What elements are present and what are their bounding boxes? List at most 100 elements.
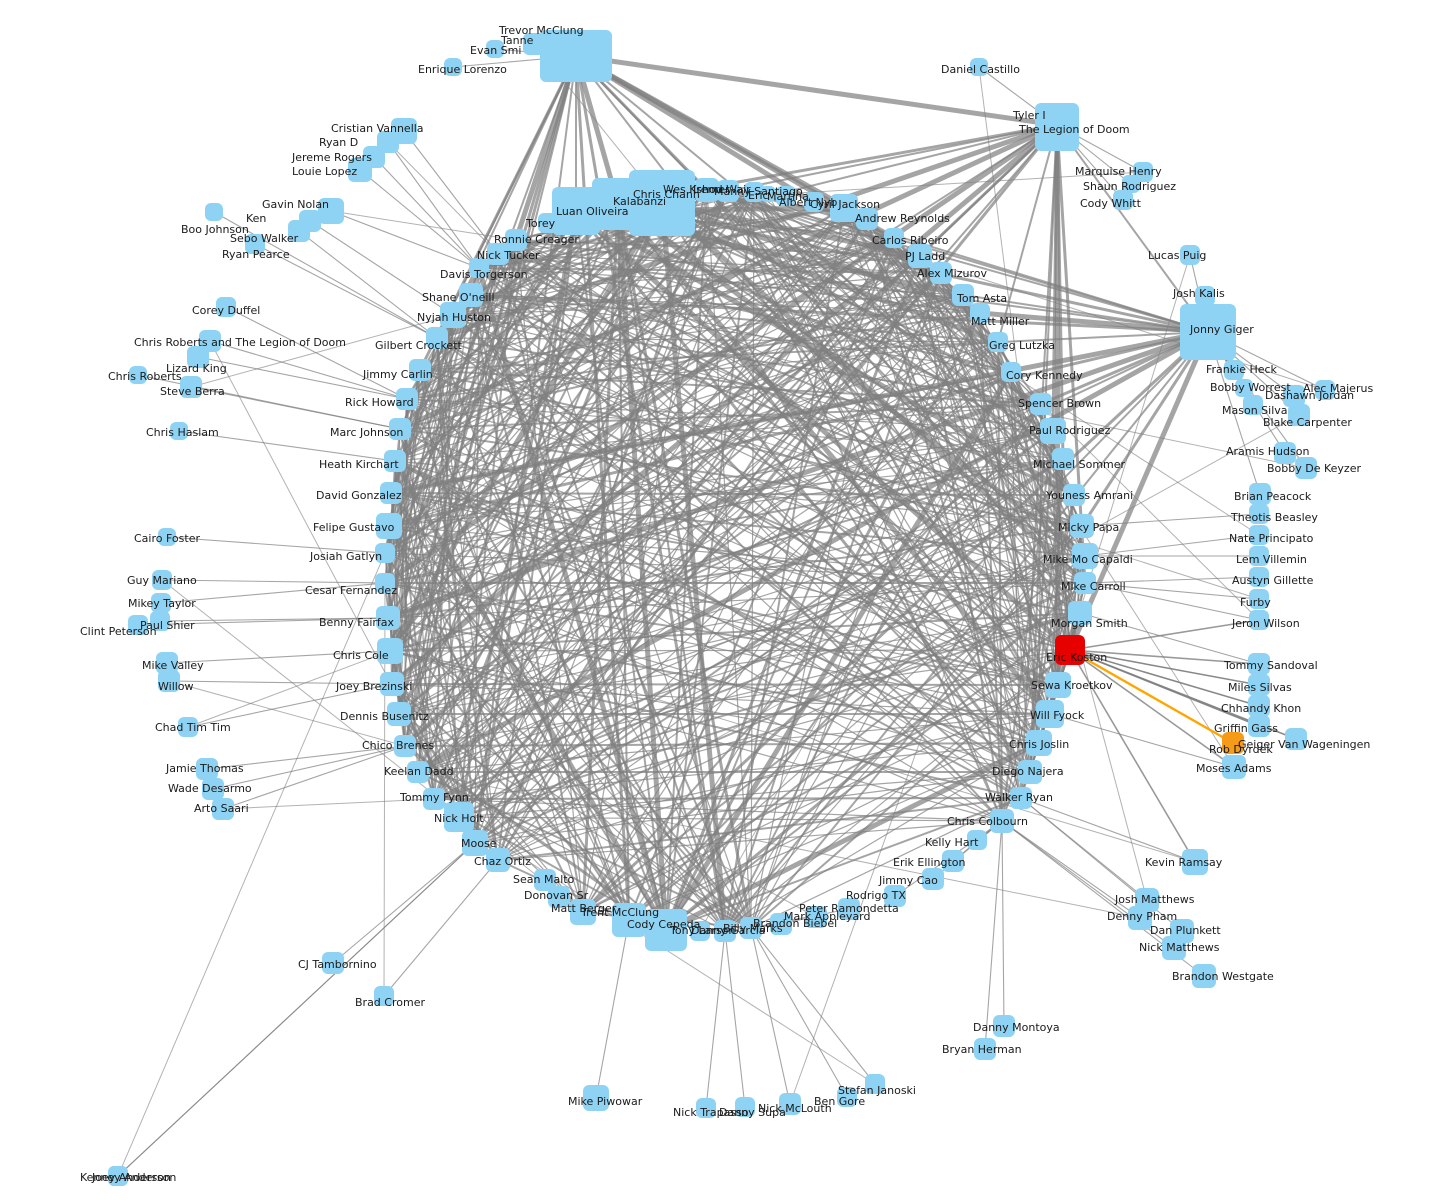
graph-node[interactable] xyxy=(426,327,448,349)
graph-node[interactable] xyxy=(156,652,178,674)
graph-node[interactable] xyxy=(990,809,1014,833)
graph-node[interactable] xyxy=(1235,379,1253,397)
graph-node[interactable] xyxy=(970,58,988,76)
graph-node[interactable] xyxy=(805,906,827,928)
graph-node[interactable] xyxy=(396,388,418,410)
graph-node[interactable] xyxy=(387,702,411,726)
graph-node[interactable] xyxy=(884,885,906,907)
graph-node[interactable] xyxy=(1195,286,1215,306)
graph-node[interactable] xyxy=(1010,787,1032,809)
graph-node[interactable] xyxy=(440,302,466,328)
graph-node[interactable] xyxy=(394,735,416,757)
graph-node[interactable] xyxy=(1315,380,1335,400)
graph-node[interactable] xyxy=(1040,418,1066,444)
graph-node[interactable] xyxy=(150,611,170,631)
graph-node[interactable] xyxy=(1224,360,1244,380)
graph-node[interactable] xyxy=(407,761,429,783)
graph-node[interactable] xyxy=(1070,514,1094,538)
graph-node[interactable] xyxy=(180,376,202,398)
graph-node[interactable] xyxy=(740,917,762,939)
graph-node[interactable] xyxy=(1274,442,1296,464)
graph-node[interactable] xyxy=(1018,760,1042,784)
graph-node[interactable] xyxy=(469,258,489,278)
graph-node[interactable] xyxy=(974,1038,996,1060)
graph-node[interactable] xyxy=(196,758,218,780)
graph-node[interactable] xyxy=(1035,107,1079,151)
graph-node[interactable] xyxy=(1248,653,1270,675)
graph-node[interactable] xyxy=(128,615,148,635)
graph-node[interactable] xyxy=(1248,715,1270,737)
graph-node[interactable] xyxy=(129,366,147,384)
graph-node[interactable] xyxy=(837,1087,857,1107)
graph-node[interactable] xyxy=(779,1093,801,1115)
graph-node[interactable] xyxy=(152,570,172,590)
graph-node[interactable] xyxy=(375,543,395,563)
graph-node[interactable] xyxy=(760,186,776,202)
graph-node[interactable] xyxy=(1052,448,1074,470)
graph-node[interactable] xyxy=(486,848,510,872)
graph-node[interactable] xyxy=(376,606,400,630)
graph-node[interactable] xyxy=(695,178,719,202)
graph-node[interactable] xyxy=(592,178,644,230)
graph-node[interactable] xyxy=(1249,546,1269,566)
graph-node[interactable] xyxy=(1249,483,1271,505)
graph-node[interactable] xyxy=(377,638,403,664)
graph-node[interactable] xyxy=(202,778,224,800)
graph-node[interactable] xyxy=(770,913,792,935)
graph-node[interactable] xyxy=(1001,362,1021,382)
graph-node[interactable] xyxy=(838,898,860,920)
graph-node[interactable] xyxy=(690,921,710,941)
graph-node[interactable] xyxy=(993,1015,1015,1037)
graph-node[interactable] xyxy=(1248,695,1270,717)
graph-node[interactable] xyxy=(212,798,234,820)
graph-node[interactable] xyxy=(523,33,545,55)
graph-node[interactable] xyxy=(158,528,176,546)
graph-node[interactable] xyxy=(1122,175,1140,193)
graph-node[interactable] xyxy=(1063,484,1085,506)
graph-node[interactable] xyxy=(1192,964,1216,988)
graph-node[interactable] xyxy=(714,920,736,942)
graph-node[interactable] xyxy=(487,243,509,265)
graph-node[interactable] xyxy=(380,672,404,696)
graph-node[interactable] xyxy=(151,593,171,613)
graph-node[interactable] xyxy=(908,244,932,268)
graph-node[interactable] xyxy=(1074,572,1096,594)
graph-node[interactable] xyxy=(444,802,474,832)
graph-node[interactable] xyxy=(444,58,462,76)
graph-node[interactable] xyxy=(505,229,527,251)
graph-node[interactable] xyxy=(1295,457,1317,479)
graph-node[interactable] xyxy=(1243,395,1263,415)
graph-node[interactable] xyxy=(583,1085,609,1111)
graph-node[interactable] xyxy=(540,30,612,82)
graph-node[interactable] xyxy=(1222,755,1246,779)
graph-node[interactable] xyxy=(380,482,402,504)
graph-node[interactable] xyxy=(1030,393,1052,415)
graph-node[interactable] xyxy=(1180,304,1236,360)
graph-node[interactable] xyxy=(612,903,646,937)
graph-node[interactable] xyxy=(970,303,990,323)
graph-node[interactable] xyxy=(717,180,739,202)
graph-node[interactable] xyxy=(1045,672,1071,698)
graph-node[interactable] xyxy=(865,1074,885,1094)
graph-node[interactable] xyxy=(318,198,344,224)
graph-node[interactable] xyxy=(930,262,952,284)
graph-node[interactable] xyxy=(570,899,596,925)
graph-node[interactable] xyxy=(1248,674,1270,696)
graph-node[interactable] xyxy=(1249,525,1269,545)
graph-node[interactable] xyxy=(1249,589,1269,609)
graph-node[interactable] xyxy=(552,187,600,235)
graph-node[interactable] xyxy=(1283,385,1305,407)
graph-node[interactable] xyxy=(205,203,223,221)
graph-node[interactable] xyxy=(1036,700,1064,728)
graph-node[interactable] xyxy=(384,450,406,472)
graph-node[interactable] xyxy=(486,40,504,58)
graph-node[interactable] xyxy=(375,573,395,593)
graph-node[interactable] xyxy=(538,213,558,233)
graph-node[interactable] xyxy=(178,717,198,737)
graph-node[interactable] xyxy=(830,194,858,222)
graph-node[interactable] xyxy=(1222,732,1244,754)
graph-node[interactable] xyxy=(776,186,796,206)
graph-node[interactable] xyxy=(534,869,556,891)
graph-node[interactable] xyxy=(108,1166,128,1186)
graph-node[interactable] xyxy=(922,868,944,890)
